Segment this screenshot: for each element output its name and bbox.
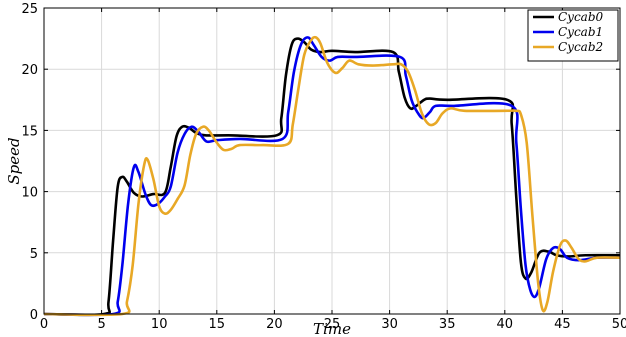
- x-tick-label: 30: [381, 317, 398, 332]
- x-tick-label: 45: [554, 317, 571, 332]
- legend-box: [527, 9, 619, 62]
- x-tick-label: 0: [40, 317, 48, 332]
- axis-ticks: 0 5 10 15 20 25 30 35 40 45 50 0 5 10 15 20 25: [21, 2, 626, 332]
- legend-entry: Cycab0: [558, 10, 604, 24]
- y-tick-label: 10: [21, 186, 38, 201]
- y-tick-label: 15: [21, 124, 38, 139]
- x-axis-label: Time: [313, 320, 351, 337]
- x-tick-label: 20: [266, 317, 283, 332]
- y-tick-label: 25: [21, 2, 38, 17]
- x-tick-label: 25: [324, 317, 341, 332]
- legend-entry: Cycab2: [558, 40, 603, 54]
- x-tick-label: 35: [439, 317, 456, 332]
- x-tick-label: 15: [209, 317, 226, 332]
- x-tick-label: 10: [151, 317, 168, 332]
- x-tick-label: 50: [612, 317, 626, 332]
- y-axis-label: Speed: [5, 137, 23, 184]
- y-tick-label: 5: [30, 247, 38, 262]
- x-tick-label: 5: [97, 317, 105, 332]
- y-tick-label: 0: [30, 308, 38, 323]
- series-line-cycab2: [43, 35, 621, 317]
- series-layer: [43, 35, 621, 317]
- x-tick-label: 40: [497, 317, 514, 332]
- series-line-cycab1: [43, 36, 621, 317]
- legend-entry: Cycab1: [558, 25, 603, 39]
- series-line-cycab0: [43, 37, 621, 317]
- y-tick-label: 20: [21, 63, 38, 78]
